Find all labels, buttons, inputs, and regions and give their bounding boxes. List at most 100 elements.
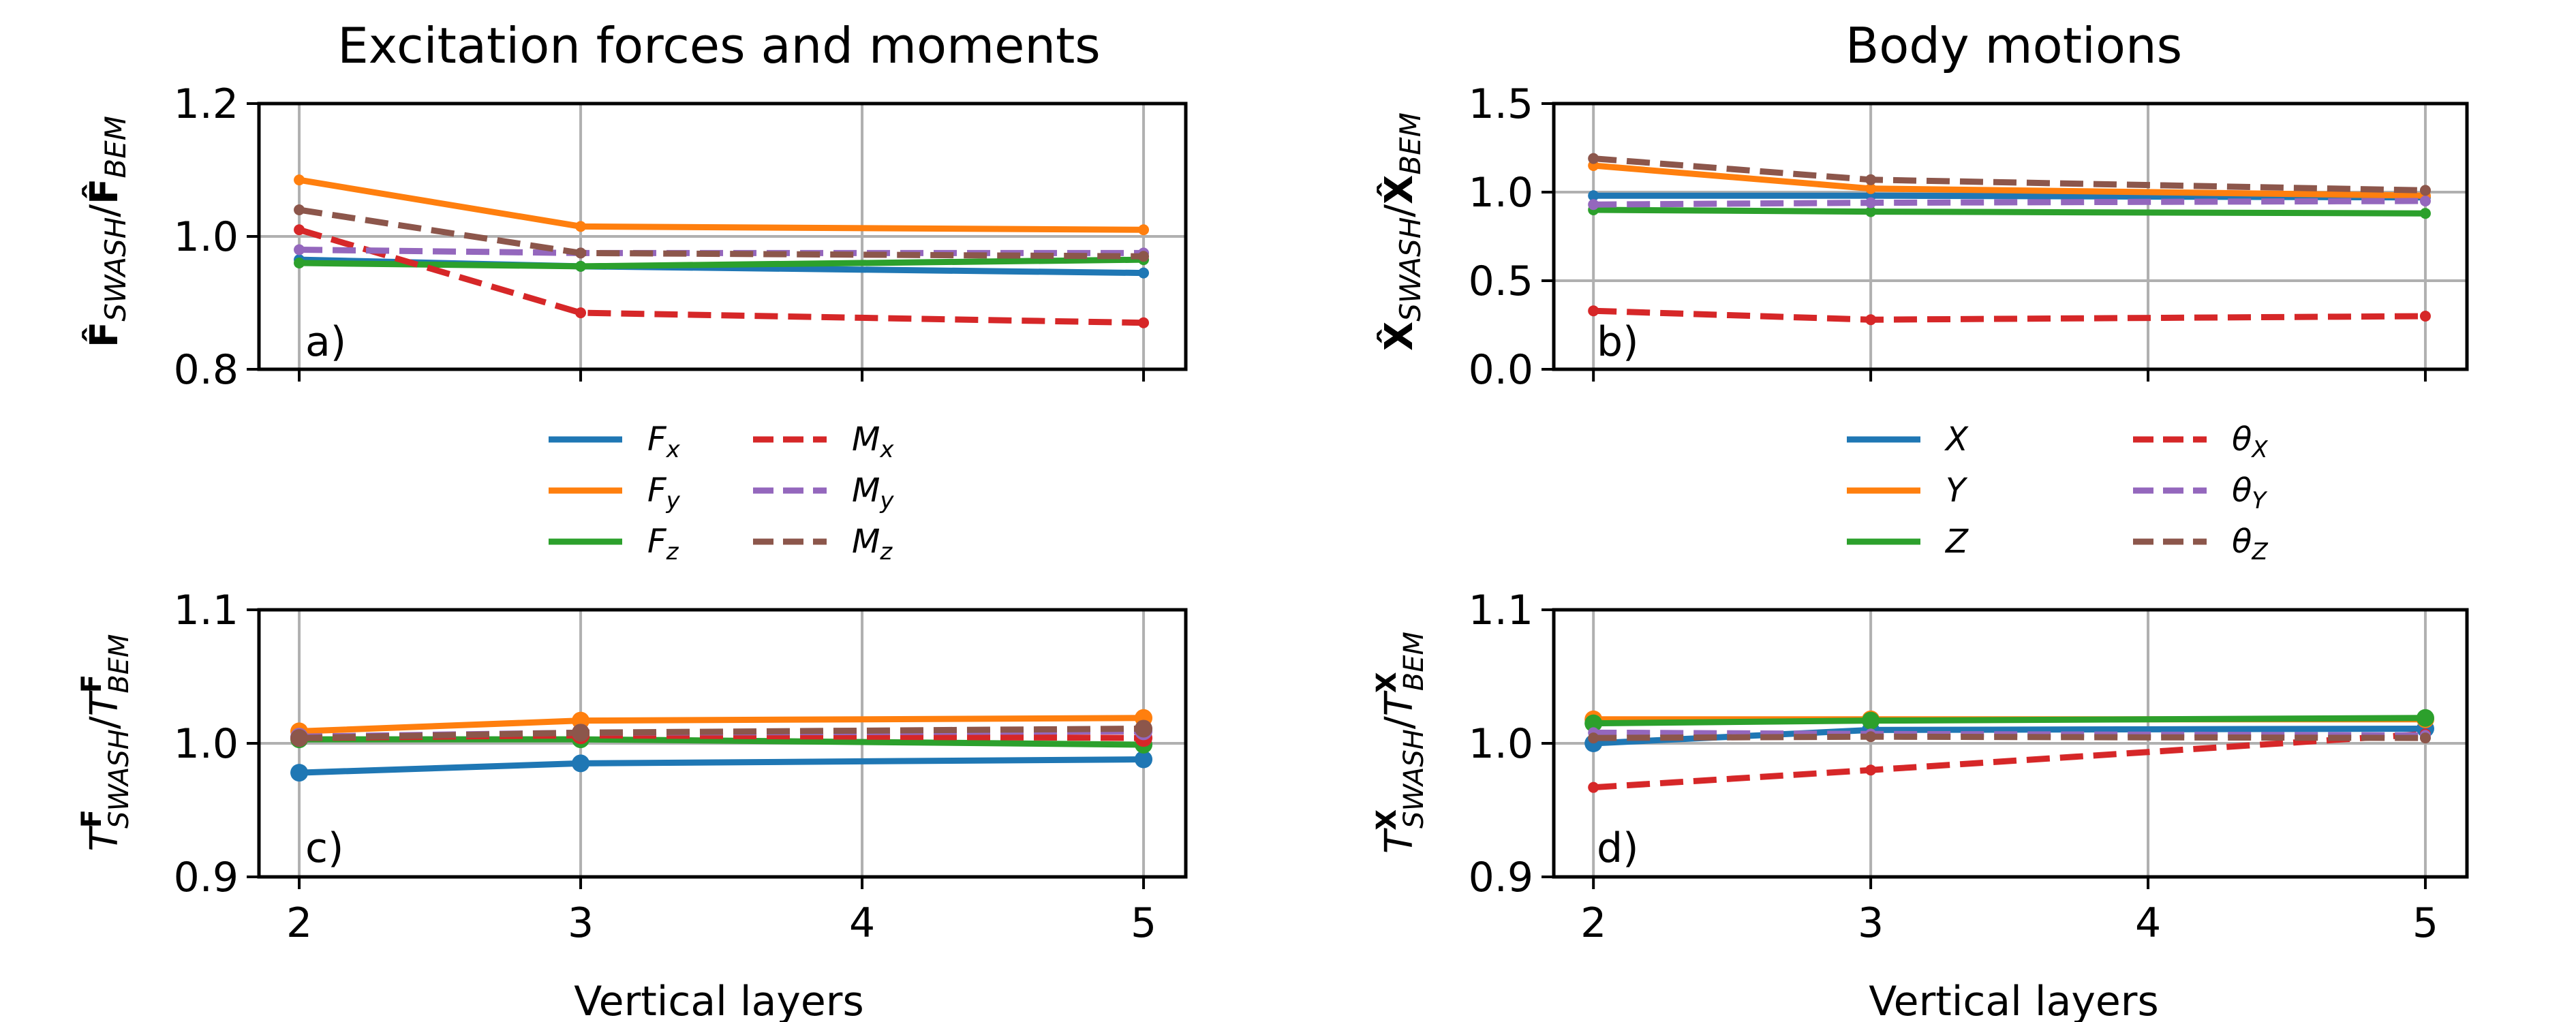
x-tick-label: 5 [1131,899,1156,947]
data-point-Fx [290,764,309,782]
y-tick-label: 1.1 [174,587,239,634]
x-tick-label: 3 [1858,899,1884,947]
y-tick-label: 1.2 [174,80,239,128]
y-tick-label: 1.0 [1469,169,1533,217]
panel-b-ylabel: X̂SWASH/X̂BEM [1377,112,1427,351]
legend-label-X: X [1944,420,1969,459]
data-point-X [1588,190,1599,202]
data-point-Mx [1138,317,1150,328]
legend-label-Fx: Fx [647,420,681,463]
x-tick-label: 2 [286,899,312,947]
y-tick-label: 0.0 [1469,346,1533,394]
y-tick-label: 1.0 [174,720,239,768]
legend-label-θY: θY [2232,471,2267,514]
y-tick-label: 1.0 [1469,720,1533,768]
panel-a-ylabel: F̂SWASH/F̂BEM [82,116,132,347]
panel-c-ylabel: TFSWASH/TFBEM [76,634,135,852]
y-tick-label: 0.9 [1469,854,1533,901]
data-point-θZ [1865,731,1877,743]
panel-d-ylabel: TXSWASH/TXBEM [1371,632,1430,854]
panel-a: Excitation forces and moments F̂SWASH/F̂… [82,17,1188,394]
data-point-θX [1588,781,1599,793]
panel-b-label: b) [1597,318,1639,366]
x-tick-label: 3 [568,899,594,947]
data-point-θZ [1588,732,1599,744]
data-point-Mz [572,724,590,742]
series-line-θX [1593,307,2425,323]
series-line-Z [1593,206,2425,217]
legend-label-Fy: Fy [647,471,681,514]
data-point-Mz [1135,719,1153,738]
data-point-Fz [294,258,305,268]
y-tick-label: 1.5 [1469,80,1533,128]
x-tick-label: 2 [1580,899,1606,947]
panel-c-label: c) [305,824,343,872]
data-point-Y [1865,183,1877,194]
legend-label-θX: θX [2232,420,2268,463]
data-point-Fy [575,221,587,232]
data-point-θZ [1865,174,1877,185]
data-point-Fx [1135,750,1153,769]
data-point-Mx [294,224,305,236]
panel-c-xlabel: Vertical layers [574,978,863,1022]
data-point-My [294,244,305,256]
panel-d: TXSWASH/TXBEM 2 3 4 5 0.9 1.0 1.1 d) Vertical … [1371,587,2469,1022]
data-point-θZ [2419,732,2431,744]
data-point-θY [1865,197,1877,208]
panel-a-label: a) [305,318,346,366]
panel-c: TFSWASH/TFBEM 2 3 4 5 0.9 1.0 1.1 c) Vertical … [76,587,1188,1022]
data-point-Fy [294,174,305,186]
panel-d-label: d) [1597,824,1639,872]
y-tick-label: 1.1 [1469,587,1533,634]
data-point-θX [1588,305,1599,317]
y-tick-label: 0.5 [1469,258,1533,305]
axes-frame [1552,608,2469,879]
legend-label-Y: Y [1946,471,1968,510]
legend-a: Fx Fy Fz Mx My Mz [549,420,894,566]
panel-a-title: Excitation forces and moments [337,17,1101,74]
data-point-θX [2419,311,2431,322]
panel-d-xlabel: Vertical layers [1869,978,2158,1022]
data-point-θY [1588,199,1599,211]
x-tick-label: 4 [849,899,875,947]
data-point-θZ [1588,153,1599,164]
legend-label-Mx: Mx [852,420,894,463]
data-point-Z [2416,709,2434,727]
axes-frame [257,608,1188,879]
data-point-Fz [575,260,587,272]
series-line-My [299,247,1144,256]
series-line-Mz [298,206,1144,260]
data-point-θX [1865,764,1877,776]
data-point-θZ [2419,185,2431,196]
data-point-Mz [575,247,587,259]
data-point-Mz [1138,251,1150,262]
series-line-Fx [298,756,1144,776]
legend-label-Fz: Fz [647,523,679,566]
data-point-Z [1584,714,1603,732]
x-tick-label: 4 [2135,899,2161,947]
panel-b-title: Body motions [1845,17,2182,74]
legend-label-My: My [852,471,894,514]
legend-label-θZ: θZ [2232,523,2268,566]
data-point-Z [1865,206,1877,217]
legend-label-Mz: Mz [852,523,893,566]
data-point-Mx [575,307,587,319]
x-tick-label: 5 [2412,899,2438,947]
series-line-θY [1593,198,2425,208]
series-line-Mx [298,226,1144,326]
y-tick-label: 1.0 [174,213,239,261]
data-point-Z [1862,711,1880,730]
series-line-Fy [298,176,1144,233]
y-tick-label: 0.8 [174,346,239,394]
data-point-Mz [290,729,309,747]
data-point-θX [1865,314,1877,326]
legend-label-Z: Z [1944,523,1969,561]
axes-frame [257,102,1188,371]
panel-b: Body motions X̂SWASH/X̂BEM 0.00.51.01.5 … [1377,17,2469,394]
y-tick-label: 0.9 [174,854,239,901]
data-point-Fx [1138,267,1150,279]
axes-frame [1552,102,2469,371]
data-point-θY [2419,196,2431,206]
